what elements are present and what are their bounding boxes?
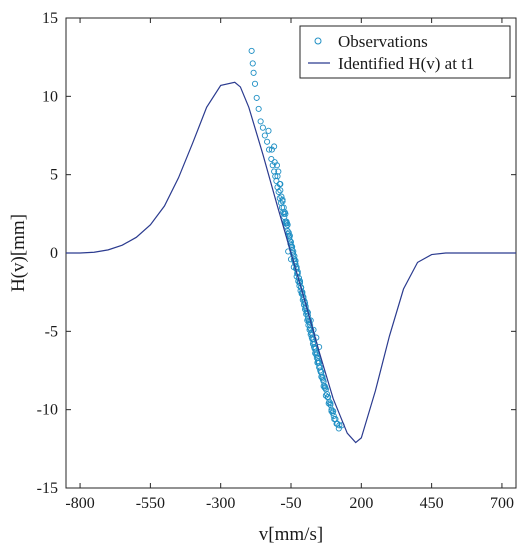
observation-point: [265, 127, 272, 134]
observation-point: [317, 367, 324, 374]
observation-point: [285, 229, 292, 236]
observation-point: [250, 69, 257, 76]
observation-point: [259, 124, 266, 131]
observation-point: [261, 132, 268, 139]
observation-point: [305, 318, 313, 325]
observation-point: [323, 390, 331, 398]
observation-point: [328, 408, 335, 415]
x-tick-label: -50: [280, 495, 301, 512]
observation-point: [279, 198, 286, 205]
observation-point: [293, 264, 300, 271]
observation-point: [333, 420, 340, 427]
observation-point: [268, 146, 275, 153]
observation-point: [325, 400, 332, 407]
observation-point: [282, 210, 289, 217]
observation-point: [316, 364, 323, 371]
observation-point: [248, 47, 255, 54]
observation-point: [266, 146, 273, 153]
x-tick-label: 450: [420, 495, 444, 512]
observation-point: [251, 80, 259, 87]
observation-point: [330, 412, 337, 419]
series-layer: [66, 47, 516, 444]
observation-point: [312, 348, 319, 355]
observation-point: [284, 221, 291, 228]
observation-point: [330, 408, 337, 415]
x-tick-label: 200: [349, 495, 373, 512]
observation-point: [309, 336, 316, 343]
y-tick-label: 5: [50, 167, 58, 184]
observation-point: [318, 373, 325, 380]
observation-point: [331, 416, 338, 423]
x-axis-label: v[mm/s]: [259, 524, 323, 545]
y-tick-label: -15: [37, 480, 58, 497]
x-tick-label: -800: [65, 495, 94, 512]
observation-point: [313, 354, 320, 362]
observation-point: [264, 138, 271, 145]
observation-point: [286, 232, 293, 239]
observation-point: [268, 155, 275, 163]
y-axis-label: H(v)[mm]: [8, 214, 29, 292]
observation-point: [253, 94, 260, 101]
observation-point: [313, 351, 320, 358]
observation-point: [311, 345, 318, 352]
legend-marker-observations: [314, 37, 322, 45]
legend-label: Observations: [338, 32, 428, 51]
y-tick-label: 10: [42, 88, 58, 105]
observation-point: [314, 358, 322, 365]
x-tick-label: -550: [136, 495, 165, 512]
observation-point: [319, 375, 326, 382]
x-tick-label: 700: [490, 495, 514, 512]
observation-point: [324, 394, 331, 401]
observation-point: [277, 187, 284, 194]
legend-label: Identified H(v) at t1: [338, 54, 474, 73]
observation-point: [274, 173, 281, 180]
observation-point: [280, 204, 287, 211]
y-tick-label: 15: [42, 10, 58, 27]
y-tick-label: -10: [37, 402, 58, 419]
observation-point: [271, 159, 278, 166]
identified-h-line: [66, 81, 516, 444]
x-tick-label: -300: [206, 495, 235, 512]
observation-point: [255, 105, 262, 112]
legend-box: [299, 25, 511, 79]
y-tick-label: 0: [50, 245, 58, 262]
observation-point: [257, 118, 264, 125]
observation-point: [249, 60, 256, 67]
observation-point: [321, 384, 328, 391]
observation-point: [283, 218, 290, 225]
observation-point: [276, 181, 283, 188]
observation-point: [275, 188, 282, 195]
observation-point: [269, 162, 276, 169]
observation-point: [322, 392, 329, 399]
observation-point: [287, 256, 295, 263]
legend: Observations Identified H(v) at t1: [299, 25, 511, 79]
observation-point: [327, 400, 334, 407]
observation-point: [335, 425, 342, 432]
y-tick-label: -5: [45, 323, 58, 340]
observation-point: [320, 383, 327, 390]
